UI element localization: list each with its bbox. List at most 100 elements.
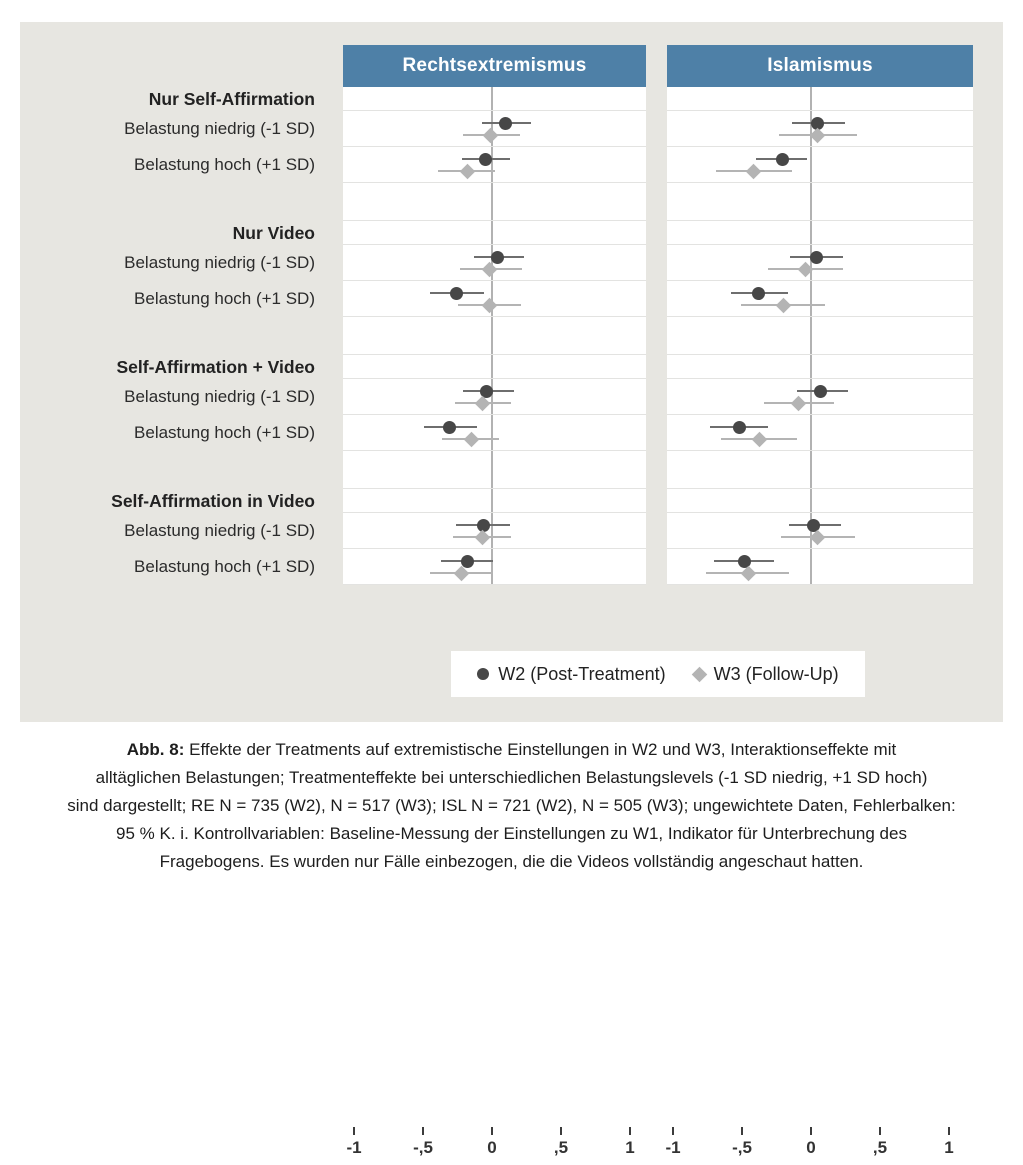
x-axis-tick xyxy=(629,1127,631,1135)
figure-caption: Abb. 8: Effekte der Treatments auf extre… xyxy=(0,736,1023,876)
w3-marker-diamond xyxy=(463,431,480,447)
x-axis-tick-label: ,5 xyxy=(553,1138,569,1157)
legend-item-label: W3 (Follow-Up) xyxy=(713,663,839,684)
x-axis-tick-label: -,5 xyxy=(413,1138,433,1157)
row-label: Belastung hoch (+1 SD) xyxy=(134,423,315,442)
data-row xyxy=(667,111,973,147)
panel-group-header-row xyxy=(343,489,646,513)
w3-marker-diamond xyxy=(481,297,498,313)
w2-marker-circle xyxy=(752,286,766,300)
panel-group-header-row xyxy=(343,87,646,111)
w3-marker-diamond xyxy=(752,431,768,447)
x-axis-tick-label: 0 xyxy=(487,1138,497,1157)
row-label: Belastung hoch (+1 SD) xyxy=(134,155,315,174)
data-row xyxy=(667,513,973,549)
data-row xyxy=(343,281,646,317)
w2-marker-circle xyxy=(732,420,746,434)
w2-marker-circle xyxy=(814,384,828,398)
w3-marker-diamond xyxy=(797,261,814,277)
x-axis-tick xyxy=(353,1127,355,1135)
x-axis-tick xyxy=(948,1127,950,1135)
w3-marker-diamond xyxy=(474,395,491,411)
group-label: Nur Self-Affirmation xyxy=(148,88,315,109)
legend-item-label: W2 (Post-Treatment) xyxy=(498,663,666,684)
data-row xyxy=(667,245,973,281)
w3-marker-diamond xyxy=(810,127,826,143)
panel-gap-row xyxy=(343,183,646,221)
x-axis-tick xyxy=(560,1127,562,1135)
panel-group-header-row xyxy=(667,221,973,245)
w3-marker-diamond xyxy=(481,261,498,277)
panel-gap-row xyxy=(667,317,973,355)
w3-marker-diamond xyxy=(790,395,807,411)
w2-marker-circle xyxy=(491,250,505,264)
panel-islamismus: Islamismus -1 -,5 0 ,5 1 xyxy=(665,45,973,1157)
caption-line: sind dargestellt; RE N = 735 (W2), N = 5… xyxy=(67,796,956,815)
data-row xyxy=(667,415,973,451)
row-label: Belastung niedrig (-1 SD) xyxy=(124,521,315,540)
x-axis-tick-label: 1 xyxy=(625,1138,635,1157)
data-row xyxy=(343,513,646,549)
w3-marker-diamond xyxy=(810,529,826,545)
data-row xyxy=(667,281,973,317)
legend-item-w3: W3 (Follow-Up) xyxy=(691,663,839,685)
panel-group-header-row xyxy=(667,87,973,111)
zero-reference-line xyxy=(810,87,812,585)
x-axis-tick xyxy=(422,1127,424,1135)
caption-label: Abb. 8: xyxy=(126,740,190,759)
data-row xyxy=(343,245,646,281)
w3-marker-diamond xyxy=(775,297,792,313)
row-labels-column: Nur Self-Affirmation Belastung niedrig (-… xyxy=(20,87,329,585)
w3-marker-diamond xyxy=(453,565,470,581)
row-label: Belastung niedrig (-1 SD) xyxy=(124,253,315,272)
w2-marker-circle xyxy=(810,250,824,264)
x-axis-tick xyxy=(741,1127,743,1135)
data-row xyxy=(343,379,646,415)
panel-gap-row xyxy=(667,451,973,489)
figure-card: Nur Self-Affirmation Belastung niedrig (-… xyxy=(20,22,1003,1157)
w2-marker-circle xyxy=(478,152,492,166)
w2-marker-circle xyxy=(449,286,463,300)
legend: W2 (Post-Treatment) W3 (Follow-Up) xyxy=(343,651,973,697)
panel-title: Rechtsextremismus xyxy=(343,45,646,87)
x-axis-tick xyxy=(810,1127,812,1135)
caption-line: Abb. 8: Effekte der Treatments auf extre… xyxy=(126,740,897,759)
w2-marker-circle xyxy=(477,518,491,532)
zero-reference-line xyxy=(491,87,493,585)
x-axis-tick xyxy=(491,1127,493,1135)
w2-marker-circle xyxy=(738,554,752,568)
x-axis-tick-label: ,5 xyxy=(872,1138,888,1157)
group-label: Self-Affirmation in Video xyxy=(111,490,315,511)
caption-line: Fragebogens. Es wurden nur Fälle einbezo… xyxy=(159,852,864,871)
legend-box: W2 (Post-Treatment) W3 (Follow-Up) xyxy=(451,651,865,697)
x-axis-tick xyxy=(879,1127,881,1135)
w2-circle-icon xyxy=(477,668,490,680)
panel-rechtsextremismus: Rechtsextremismus -1 -,5 0 ,5 1 xyxy=(343,45,646,1157)
x-axis-tick-label: 1 xyxy=(944,1138,954,1157)
data-row xyxy=(667,379,973,415)
data-row xyxy=(343,549,646,585)
panel-gap-row xyxy=(343,317,646,355)
row-label: Belastung niedrig (-1 SD) xyxy=(124,119,315,138)
panel-gap-row xyxy=(343,451,646,489)
w3-marker-diamond xyxy=(741,565,757,581)
w3-marker-diamond xyxy=(482,127,499,143)
data-row xyxy=(667,147,973,183)
x-axis-tick-label: 0 xyxy=(806,1138,816,1157)
row-label: Belastung hoch (+1 SD) xyxy=(134,289,315,308)
panel-group-header-row xyxy=(667,355,973,379)
group-label: Self-Affirmation + Video xyxy=(116,356,315,377)
w2-marker-circle xyxy=(807,518,821,532)
w2-marker-circle xyxy=(479,384,493,398)
caption-line: 95 % K. i. Kontrollvariablen: Baseline-M… xyxy=(116,824,907,843)
panel-plot-area xyxy=(667,87,973,585)
w2-marker-circle xyxy=(460,554,474,568)
row-label: Belastung niedrig (-1 SD) xyxy=(124,387,315,406)
data-row xyxy=(667,549,973,585)
row-label: Belastung hoch (+1 SD) xyxy=(134,557,315,576)
label-gap-row xyxy=(20,183,329,221)
group-label: Nur Video xyxy=(232,222,315,243)
w3-marker-diamond xyxy=(474,529,491,545)
label-gap-row xyxy=(20,317,329,355)
w3-marker-diamond xyxy=(459,163,475,179)
